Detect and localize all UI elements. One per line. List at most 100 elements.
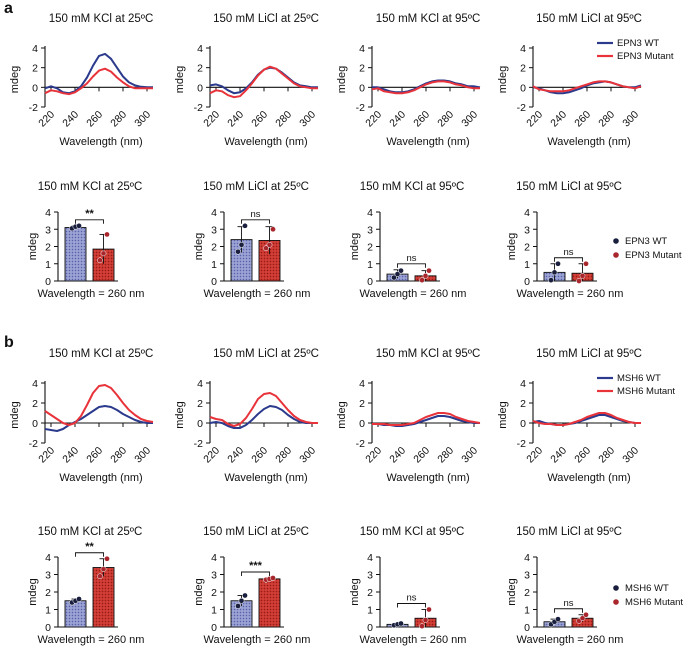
mutant-series-line: [371, 80, 480, 95]
x-tick-label: 300: [620, 445, 641, 466]
x-tick-label: 220: [524, 109, 545, 130]
x-tick-label: 280: [108, 109, 129, 130]
chart-title: 150 mM LiCl at 25ºC: [203, 526, 309, 538]
data-point: [100, 250, 107, 257]
y-axis-label: mdeg: [336, 401, 348, 429]
chart-title: 150 mM LiCl at 25ºC: [213, 13, 319, 25]
x-tick-label: 220: [524, 445, 545, 466]
y-tick-label: 3: [367, 224, 373, 236]
x-tick-label: 300: [297, 109, 318, 130]
mutant-bar: [258, 578, 281, 628]
x-tick-label: 280: [435, 109, 456, 130]
significance-bracket: [397, 263, 426, 268]
y-tick-label: 4: [32, 378, 38, 390]
y-tick-label: 4: [45, 207, 51, 219]
chart-title: 150 mM KCl at 25ºC: [38, 526, 143, 538]
data-point: [266, 241, 273, 248]
chart-a-bar-2: 150 mM LiCl at 25ºC 0 1 2 3 4 mdeg Wavelength =…: [193, 181, 310, 300]
y-tick-label: 4: [520, 378, 526, 390]
data-point: [419, 623, 425, 629]
data-point: [76, 222, 82, 229]
x-tick-label: 240: [60, 445, 81, 466]
data-point: [242, 222, 248, 229]
chart-b-line-1: 150 mM KCl at 25ºC -2 0 2 4 220 240 260 280 300 md…: [9, 348, 153, 484]
significance-label: ns: [406, 253, 416, 264]
x-tick-label: 280: [273, 109, 294, 130]
chart-b-line-3: 150 mM KCl at 95ºC -2 0 2 4 220 240 260 280 300 md…: [336, 348, 480, 484]
y-axis-label: mdeg: [506, 578, 518, 606]
data-point: [100, 566, 107, 573]
data-point: [104, 555, 110, 562]
data-point: [263, 245, 269, 252]
x-tick-label: 240: [548, 445, 569, 466]
x-axis-label: Wavelength = 260 nm: [38, 288, 145, 300]
y-tick-label: 2: [32, 398, 38, 410]
data-point: [579, 615, 586, 622]
y-tick-label: 4: [359, 43, 365, 55]
x-tick-label: 220: [36, 109, 57, 130]
mutant-series-line: [44, 67, 153, 96]
chart-b-bar-2: 150 mM LiCl at 25ºC 0 1 2 3 4 mdeg Wavelength =…: [193, 526, 310, 646]
data-point: [583, 260, 589, 267]
chart-a-line-1: 150 mM KCl at 25ºC -2 0 2 4 220 240 260 280 300 md…: [9, 13, 153, 148]
data-point: [555, 260, 561, 267]
x-tick-label: 260: [572, 445, 593, 466]
y-tick-label: 3: [211, 570, 217, 582]
data-point: [391, 274, 397, 281]
y-tick-label: 2: [359, 398, 365, 410]
x-tick-label: 260: [249, 445, 270, 466]
y-axis-label: mdeg: [497, 401, 509, 429]
mutant-bar: [92, 567, 115, 628]
y-tick-label: 0: [32, 82, 38, 94]
y-tick-label: 2: [359, 63, 365, 75]
chart-b-bar-1: 150 mM KCl at 25ºC 0 1 2 3 4 mdeg Wavelength = …: [27, 526, 144, 646]
x-tick-label: 280: [273, 445, 294, 466]
y-tick-label: 2: [520, 63, 526, 75]
data-point: [238, 241, 245, 248]
y-tick-label: 3: [524, 224, 530, 236]
y-tick-label: -2: [194, 438, 203, 450]
chart-title: 150 mM LiCl at 95ºC: [516, 526, 622, 538]
data-point: [426, 606, 432, 613]
x-axis-label: Wavelength (nm): [59, 472, 142, 484]
x-tick-label: 220: [363, 445, 384, 466]
panel-label-a: a: [4, 0, 13, 17]
y-tick-label: 3: [524, 570, 530, 582]
y-tick-label: 2: [367, 242, 373, 254]
y-tick-label: -2: [29, 102, 38, 114]
y-tick-label: 4: [211, 552, 217, 564]
data-point: [398, 620, 404, 627]
y-axis-label: mdeg: [27, 578, 39, 606]
data-point: [270, 575, 276, 581]
chart-a-line-4: 150 mM LiCl at 95ºC -2 0 2 4 220 240 260 280 300 m…: [497, 13, 642, 148]
y-tick-label: -2: [29, 438, 38, 450]
y-tick-label: 4: [367, 207, 373, 219]
significance-bracket: [397, 603, 426, 608]
y-axis-label: mdeg: [506, 233, 518, 261]
significance-label: ns: [563, 598, 573, 609]
x-tick-label: 260: [572, 109, 593, 130]
x-tick-label: 280: [596, 109, 617, 130]
data-point: [76, 596, 82, 602]
legend-label: MSH6 Mutant: [617, 386, 675, 397]
y-tick-label: 0: [211, 276, 217, 288]
y-axis-label: mdeg: [349, 233, 361, 261]
chart-title: 150 mM LiCl at 95ºC: [536, 348, 642, 360]
significance-label: **: [85, 541, 94, 553]
y-tick-label: 0: [32, 418, 38, 430]
x-tick-label: 240: [225, 109, 246, 130]
x-tick-label: 280: [435, 445, 456, 466]
x-tick-label: 260: [411, 109, 432, 130]
y-tick-label: 4: [524, 552, 530, 564]
data-point: [270, 226, 276, 233]
x-tick-label: 240: [60, 109, 81, 130]
y-tick-label: 2: [524, 242, 530, 254]
chart-a-bar-4: 150 mM LiCl at 95ºC 0 1 2 3 4 mdeg Wavelength =…: [506, 181, 623, 300]
x-tick-label: 260: [249, 109, 270, 130]
x-tick-label: 260: [411, 445, 432, 466]
panel-label-b: b: [4, 334, 14, 351]
legend-label: EPN3 Mutant: [617, 51, 674, 62]
legend-marker: [613, 238, 619, 244]
